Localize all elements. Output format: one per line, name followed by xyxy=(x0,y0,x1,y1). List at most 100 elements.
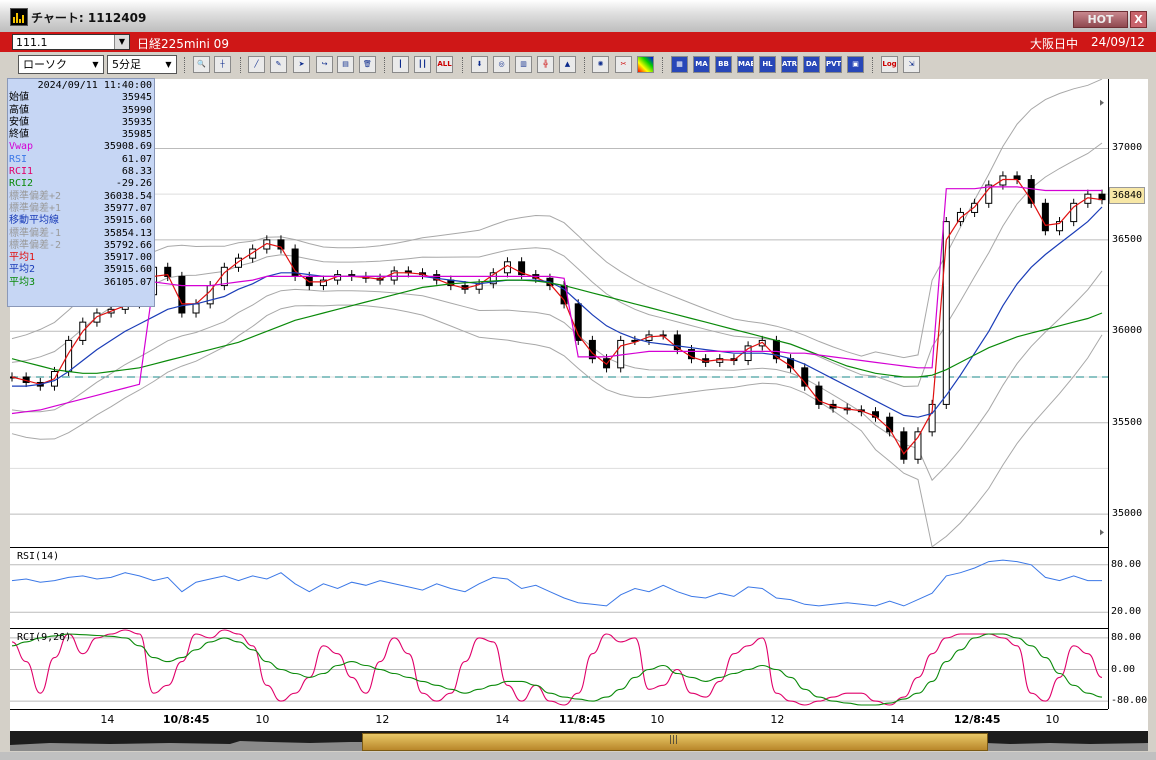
info-label: Vwap xyxy=(9,141,34,153)
info-row: 始値 35945 xyxy=(9,92,152,104)
price-series-line xyxy=(12,206,1103,418)
reset-icon[interactable]: ▲ xyxy=(559,56,576,73)
chevron-down-icon[interactable]: ▼ xyxy=(165,60,172,69)
x-tick-label: 12 xyxy=(375,713,390,726)
candle-body xyxy=(1027,179,1035,204)
candle-body xyxy=(178,275,186,314)
chevron-down-icon[interactable]: ▼ xyxy=(114,35,129,49)
toolbar-separator xyxy=(584,57,587,73)
indicator-atr-button[interactable]: ATR xyxy=(781,56,798,73)
price-tick-label: 35500 xyxy=(1112,416,1143,428)
window-icon[interactable]: ▣ xyxy=(847,56,864,73)
info-value: 36038.54 xyxy=(103,190,152,202)
info-value: 35908.69 xyxy=(103,141,152,153)
candle-icon[interactable]: ┃ xyxy=(392,56,409,73)
indicator-pvt-button[interactable]: PVT xyxy=(825,56,842,73)
info-label: 始値 xyxy=(9,92,29,104)
indicator-ma-button[interactable]: MA xyxy=(693,56,710,73)
candle-body xyxy=(249,248,257,259)
all-icon[interactable]: ALL xyxy=(436,56,453,73)
price-tick-label: 36500 xyxy=(1112,233,1143,245)
rsi-panel-title: RSI(14) xyxy=(17,551,60,562)
log-scale-button[interactable]: Log xyxy=(881,56,898,73)
indicator-da-button[interactable]: DA xyxy=(803,56,820,73)
indicator-hl-button[interactable]: HL xyxy=(759,56,776,73)
chart-area[interactable] xyxy=(10,79,1148,731)
candle-compare-icon[interactable]: ┃┃ xyxy=(414,56,431,73)
draw-line-icon[interactable]: ✎ xyxy=(270,56,287,73)
time-scrollbar[interactable]: ||| xyxy=(10,731,1148,751)
trendline-icon[interactable]: ╱ xyxy=(248,56,265,73)
tool-icon[interactable]: ✂ xyxy=(615,56,632,73)
close-button[interactable]: X xyxy=(1130,11,1147,28)
window-titlebar[interactable]: チャート: 1112409 HOT X xyxy=(0,0,1156,33)
settings-icon[interactable]: ✺ xyxy=(592,56,609,73)
zoom-icon[interactable]: 🔍 xyxy=(193,56,210,73)
bar-chart-icon[interactable]: ▥ xyxy=(515,56,532,73)
scrollbar-thumb[interactable]: ||| xyxy=(362,733,988,751)
trash-icon[interactable]: 🗑 xyxy=(359,56,376,73)
interval-value: 5分足 xyxy=(112,58,141,71)
x-tick-label: 10 xyxy=(255,713,270,726)
interval-select[interactable]: 5分足 ▼ xyxy=(107,55,177,74)
note-icon[interactable]: ▤ xyxy=(337,56,354,73)
rci-line xyxy=(11,629,1103,706)
color-palette-icon[interactable] xyxy=(637,56,654,73)
rci-panel-title: RCI(9,26) xyxy=(17,632,72,643)
candle-body xyxy=(872,411,880,418)
candle-body xyxy=(277,239,285,250)
candle-body xyxy=(234,257,242,268)
info-label: 平均3 xyxy=(9,276,36,288)
info-value: 68.33 xyxy=(121,166,152,178)
cursor-icon[interactable]: ➤ xyxy=(293,56,310,73)
candle-body xyxy=(574,303,582,341)
chart-type-select[interactable]: ローソク ▼ xyxy=(18,55,104,74)
market-session: 大阪日中 xyxy=(1030,37,1079,51)
info-label: 移動平均線 xyxy=(9,215,59,227)
crosshair-icon[interactable]: ┼ xyxy=(214,56,231,73)
info-row: Vwap 35908.69 xyxy=(9,141,152,153)
info-label: RCI1 xyxy=(9,166,34,178)
grip-icon: ||| xyxy=(669,735,679,745)
hot-button[interactable]: HOT xyxy=(1073,11,1128,28)
info-row: 標準偏差+1 35977.07 xyxy=(9,203,152,215)
info-value: 35917.00 xyxy=(103,252,152,264)
price-tick-label: 36000 xyxy=(1112,325,1143,337)
split-icon[interactable]: ╬ xyxy=(537,56,554,73)
rci-line xyxy=(11,633,1103,706)
info-value: 35915.60 xyxy=(103,215,152,227)
x-tick-label: 11/8:45 xyxy=(558,713,606,726)
symbol-bar: 111.1 ▼ 日経225mini 09 大阪日中 24/09/12 xyxy=(0,32,1156,52)
info-label: 標準偏差+2 xyxy=(9,190,62,202)
candle-body xyxy=(914,431,922,460)
chevron-down-icon[interactable]: ▼ xyxy=(92,60,99,69)
magnify-chart-icon[interactable]: ◎ xyxy=(493,56,510,73)
x-tick-label: 14 xyxy=(495,713,510,726)
info-value: 61.07 xyxy=(121,153,152,165)
info-row: RCI1 68.33 xyxy=(9,166,152,178)
indicator-all-icon[interactable]: ▦ xyxy=(671,56,688,73)
symbol-code-select[interactable]: 111.1 ▼ xyxy=(12,34,130,50)
chart-toolbar: ローソク ▼ 5分足 ▼ 🔍 ┼ ╱ ✎ ➤ ↪ ▤ 🗑 ┃ ┃┃ ALL ⬇ … xyxy=(0,52,1156,78)
x-tick-label: 10/8:45 xyxy=(162,713,210,726)
candle-body xyxy=(985,184,993,204)
export-icon[interactable]: ⇲ xyxy=(903,56,920,73)
info-label: 平均1 xyxy=(9,252,36,264)
chart-canvas[interactable] xyxy=(10,79,1148,731)
symbol-code-value: 111.1 xyxy=(16,36,48,49)
current-price-tag: 36840 xyxy=(1109,187,1145,204)
x-tick-label: 12 xyxy=(770,713,785,726)
info-value: 35792.66 xyxy=(103,239,152,251)
indicator-mae-button[interactable]: MAE xyxy=(737,56,754,73)
pin-icon[interactable]: ⬇ xyxy=(471,56,488,73)
info-label: 標準偏差+1 xyxy=(9,202,62,214)
info-value: 35935 xyxy=(121,116,152,128)
toolbar-separator xyxy=(662,57,665,73)
candle-body xyxy=(687,349,695,360)
candle-body xyxy=(319,279,327,287)
arrow-icon[interactable]: ↪ xyxy=(316,56,333,73)
info-label: 標準偏差-2 xyxy=(9,239,62,251)
indicator-bb-button[interactable]: BB xyxy=(715,56,732,73)
bollinger-band xyxy=(11,142,1103,388)
candle-body xyxy=(971,202,979,213)
